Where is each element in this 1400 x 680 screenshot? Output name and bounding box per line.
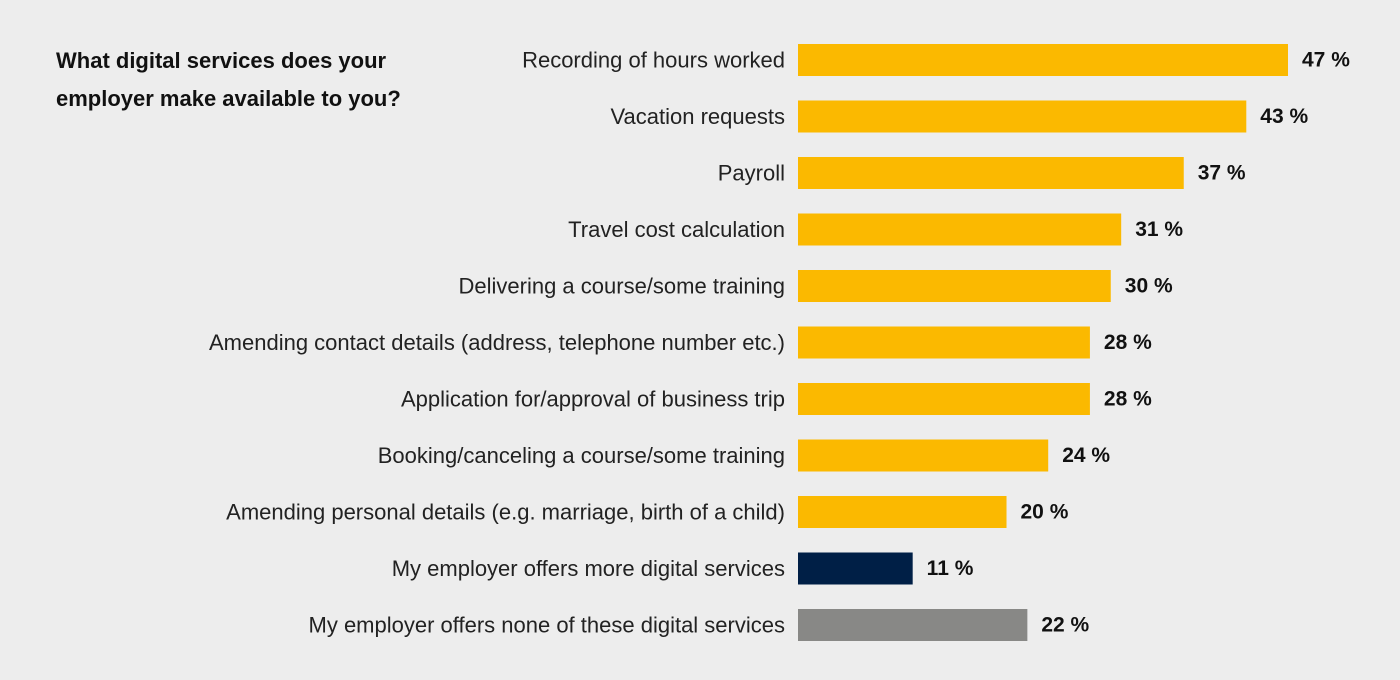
value-label: 24 % [1062,444,1110,467]
bar [798,439,1049,472]
value-label: 28 % [1104,388,1152,411]
bar [798,44,1288,76]
bar [798,609,1028,641]
category-label: Payroll [718,161,785,186]
category-label: Amending contact details (address, telep… [209,330,785,355]
bar [798,157,1184,189]
category-label: Travel cost calculation [568,217,785,242]
category-label: My employer offers more digital services [392,556,785,581]
value-label: 22 % [1041,614,1089,637]
bar [798,100,1247,133]
value-label: 43 % [1260,105,1308,128]
value-label: 37 % [1198,162,1246,185]
bar [798,496,1007,528]
bars-layer: Recording of hours worked 47 % Vacation re… [209,44,1350,641]
category-label: Amending personal details (e.g. marriage… [226,500,785,525]
value-label: 31 % [1135,218,1183,241]
value-label: 47 % [1302,49,1350,72]
value-label: 28 % [1104,331,1152,354]
chart-title: What digital services does your employer… [56,48,401,111]
category-label: Vacation requests [611,104,785,129]
category-label: Recording of hours worked [522,48,785,73]
category-label: My employer offers none of these digital… [309,613,786,638]
value-label: 11 % [927,557,974,580]
bar [798,270,1111,302]
category-label: Delivering a course/some training [459,274,786,299]
category-label: Application for/approval of business tri… [401,387,785,412]
value-label: 20 % [1021,501,1069,524]
category-label: Booking/canceling a course/some training [378,443,785,468]
bar [798,383,1090,415]
bar [798,552,913,585]
bar [798,326,1090,359]
bar [798,213,1122,246]
value-label: 30 % [1125,275,1173,298]
